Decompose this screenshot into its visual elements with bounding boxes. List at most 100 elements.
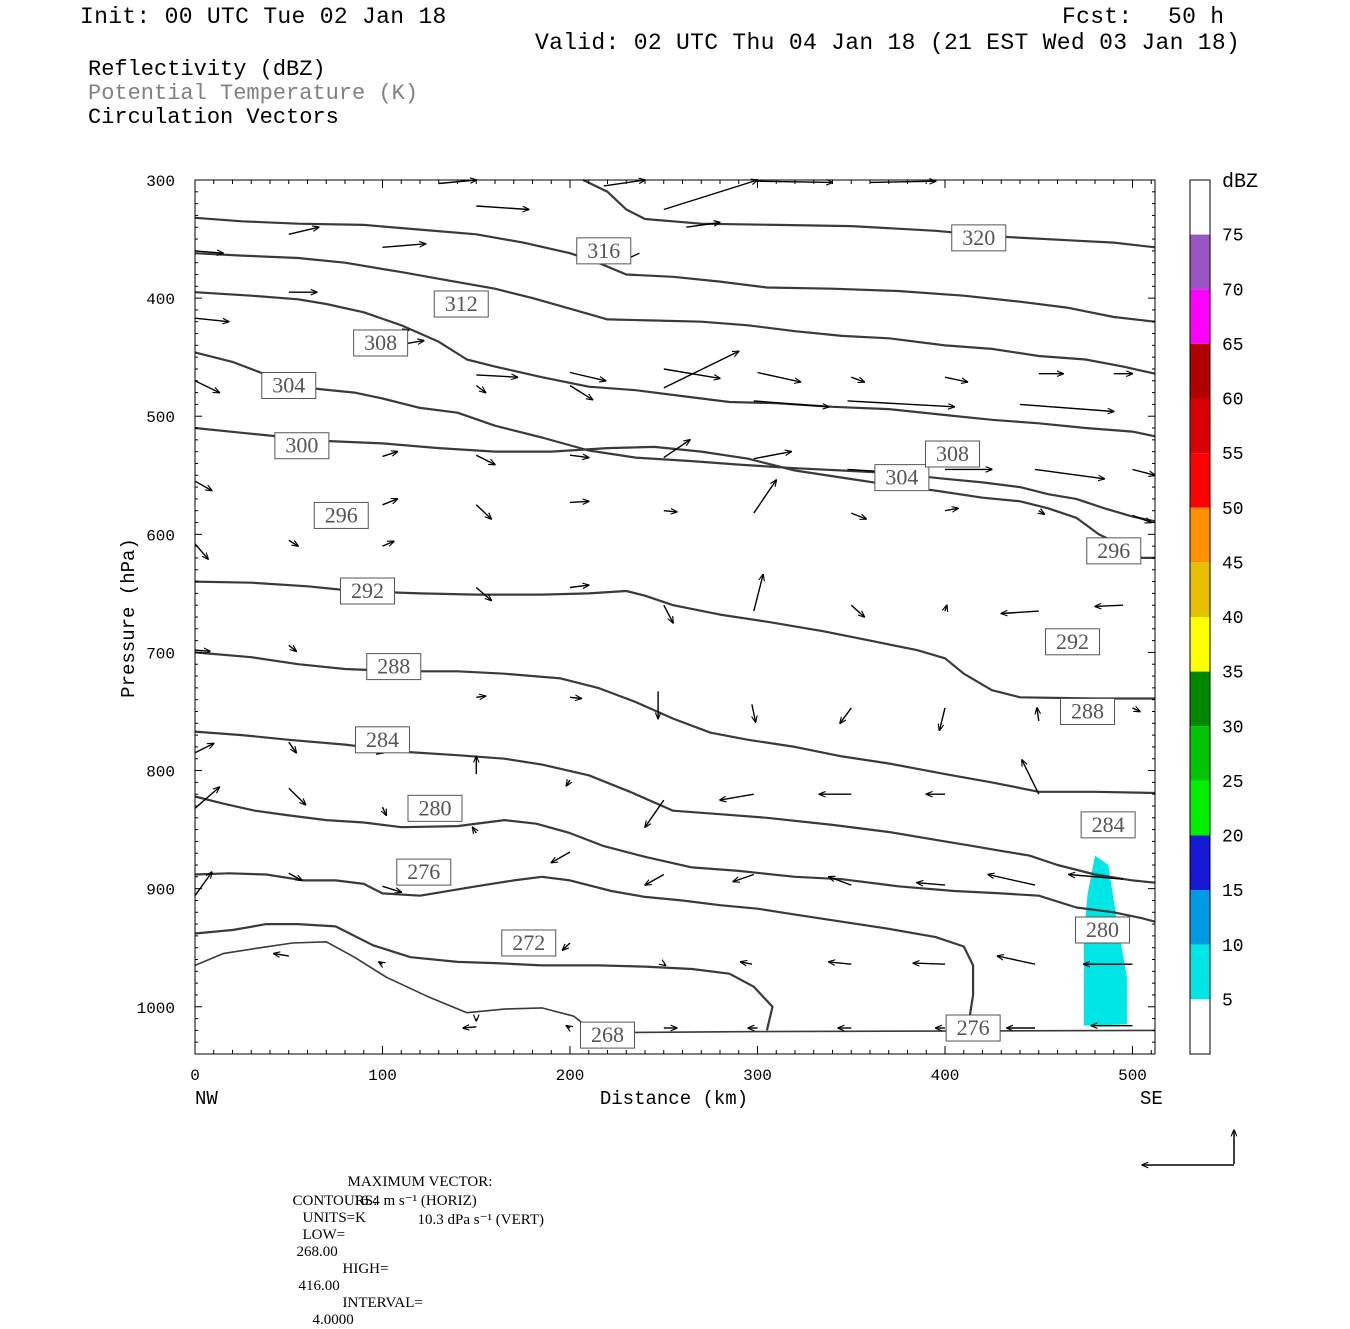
theta-contour-272: [194, 922, 774, 1031]
contour-label-292: 292: [1045, 628, 1100, 656]
svg-text:296: 296: [325, 502, 358, 527]
colorbar-swatch: [1190, 999, 1210, 1054]
x-tick-label: 0: [190, 1067, 200, 1085]
circulation-vector: [663, 440, 690, 459]
circulation-vector: [1095, 605, 1124, 606]
circulation-vector: [913, 963, 946, 964]
contour-label-292: 292: [340, 577, 395, 605]
circulation-vector: [757, 371, 801, 383]
circulation-vector: [944, 508, 958, 510]
circulation-vector: [753, 480, 777, 514]
circulation-vector: [752, 704, 756, 722]
colorbar-swatch: [1190, 562, 1210, 617]
footer-contours: CONTOURS: UNITS=K LOW= 268.00 HIGH= 416.…: [285, 1176, 423, 1329]
svg-text:304: 304: [272, 373, 305, 398]
circulation-vector: [645, 799, 665, 827]
svg-text:276: 276: [407, 859, 440, 884]
colorbar-swatch: [1190, 234, 1210, 290]
colorbar-level-label: 70: [1222, 281, 1244, 301]
contour-label-276: 276: [396, 858, 452, 886]
colorbar-level-label: 50: [1222, 500, 1244, 520]
svg-text:284: 284: [366, 727, 399, 752]
colorbar-level-label: 15: [1222, 882, 1244, 902]
contours-high-label: HIGH=: [342, 1261, 389, 1277]
circulation-vector: [288, 787, 306, 805]
colorbar-swatch: [1190, 726, 1210, 781]
contour-label-280: 280: [407, 794, 463, 822]
circulation-vector: [194, 480, 212, 490]
contours-high: 416.00: [298, 1278, 340, 1294]
circulation-vector: [1132, 514, 1152, 522]
circulation-vector: [569, 455, 589, 457]
circulation-vector: [475, 384, 485, 393]
x-tick-label: 500: [1118, 1067, 1147, 1085]
circulation-vector: [944, 376, 968, 382]
theta-contour-312: [194, 216, 1156, 323]
colorbar-level-label: 60: [1222, 391, 1244, 411]
contour-label-312: 312: [433, 290, 489, 318]
colorbar-swatch: [1190, 780, 1210, 836]
colorbar-frame: [1189, 179, 1211, 1055]
circulation-vector: [194, 380, 219, 393]
contour-label-288: 288: [1060, 697, 1115, 725]
svg-text:268: 268: [591, 1022, 624, 1047]
plot-frame: [194, 179, 1156, 1055]
circulation-vector: [379, 962, 383, 964]
y-tick-label: 500: [146, 409, 175, 427]
svg-text:312: 312: [445, 291, 478, 316]
contour-label-320: 320: [951, 224, 1007, 252]
circulation-vector: [194, 787, 219, 809]
colorbar-swatch: [1190, 289, 1210, 344]
svg-text:316: 316: [587, 238, 620, 263]
circulation-vector: [847, 400, 955, 407]
contour-label-272: 272: [501, 929, 557, 957]
circulation-vector: [663, 180, 758, 211]
valid-time: Valid: 02 UTC Thu 04 Jan 18 (21 EST Wed …: [535, 30, 1241, 56]
se-label: SE: [1140, 1088, 1163, 1110]
contours-units: UNITS=K: [302, 1210, 366, 1226]
colorbar-swatch: [1190, 944, 1210, 1000]
circulation-vector: [551, 851, 571, 863]
circulation-vector: [463, 1027, 477, 1028]
colorbar-swatch: [1190, 507, 1210, 563]
svg-text:308: 308: [364, 330, 397, 355]
svg-text:280: 280: [1086, 917, 1119, 942]
circulation-vector: [663, 511, 677, 512]
theta-contour-268: [194, 940, 1156, 1034]
circulation-vector: [917, 883, 946, 885]
x-axis-label: Distance (km): [600, 1088, 748, 1110]
circulation-vector: [288, 227, 319, 235]
circulation-vector: [274, 954, 289, 956]
circulation-vector: [569, 697, 581, 698]
contour-label-316: 316: [576, 237, 632, 265]
svg-text:308: 308: [936, 441, 969, 466]
colorbar-swatch: [1190, 671, 1210, 727]
circulation-vector: [686, 223, 720, 228]
circulation-vector: [663, 351, 739, 389]
circulation-vector: [1069, 875, 1124, 880]
circulation-vector: [603, 180, 645, 187]
contours-label: CONTOURS:: [292, 1193, 378, 1209]
legend-vectors: Circulation Vectors: [88, 105, 339, 130]
theta-contour-276: [194, 872, 975, 1031]
contour-label-308: 308: [353, 329, 409, 357]
circulation-vector: [194, 650, 210, 651]
circulation-vector: [851, 376, 864, 382]
contour-label-308: 308: [925, 440, 980, 468]
contour-label-284: 284: [355, 726, 410, 754]
circulation-vector: [720, 793, 754, 800]
theta-contour-308: [194, 252, 1156, 375]
circulation-vector: [1037, 708, 1039, 722]
colorbar-level-label: 10: [1222, 937, 1244, 957]
contour-label-296: 296: [1086, 537, 1142, 565]
circulation-vector: [194, 251, 223, 253]
svg-text:284: 284: [1092, 812, 1125, 837]
y-tick-label: 600: [146, 527, 175, 545]
colorbar-swatch: [1190, 180, 1210, 235]
circulation-vector: [1019, 403, 1114, 411]
svg-text:288: 288: [377, 654, 410, 679]
contours-low-label: LOW=: [302, 1227, 346, 1243]
svg-text:276: 276: [957, 1015, 990, 1040]
circulation-vector: [645, 873, 665, 886]
circulation-vector: [563, 942, 571, 950]
